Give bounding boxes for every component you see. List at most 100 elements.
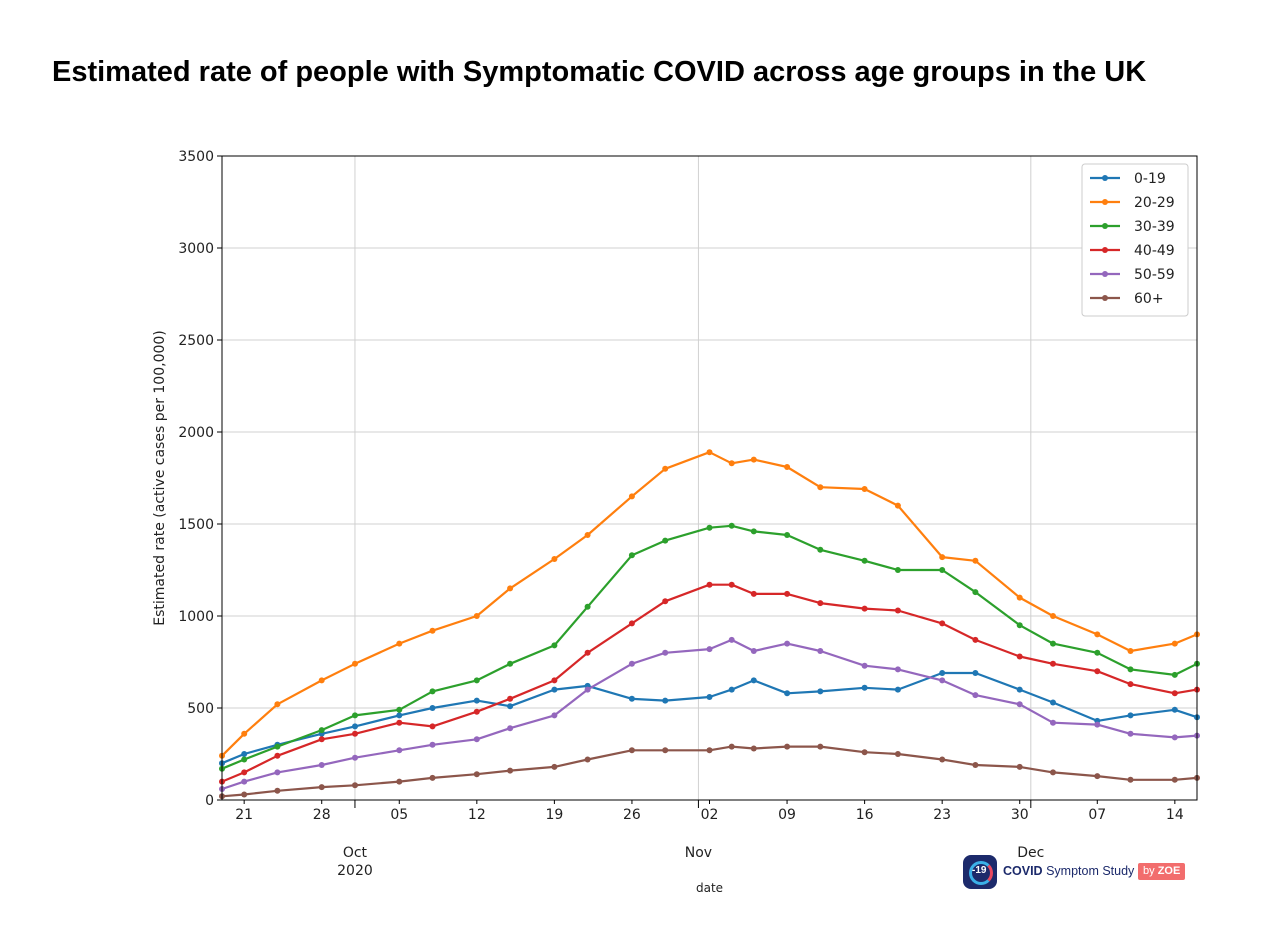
legend-entry: 50-59 xyxy=(1090,267,1175,283)
legend-label: 40-49 xyxy=(1134,243,1175,259)
data-point xyxy=(662,697,669,704)
data-point xyxy=(318,727,325,734)
y-tick-label: 2500 xyxy=(178,333,214,349)
data-point xyxy=(1016,701,1023,708)
data-point xyxy=(1171,734,1178,741)
series-60+ xyxy=(219,743,1200,800)
data-point xyxy=(473,708,480,715)
data-point xyxy=(274,752,281,759)
data-point xyxy=(784,590,791,597)
data-point xyxy=(507,660,514,667)
data-point xyxy=(584,532,591,538)
data-point xyxy=(241,751,248,757)
data-point xyxy=(706,747,713,754)
data-point xyxy=(1050,769,1056,776)
x-axis-label: date xyxy=(696,881,723,895)
data-point xyxy=(274,769,281,776)
data-point xyxy=(750,528,757,535)
data-point xyxy=(728,522,735,529)
data-point xyxy=(817,484,824,491)
legend-entry: 40-49 xyxy=(1090,243,1175,259)
zoe-badge: by ZOE xyxy=(1138,863,1186,880)
data-point xyxy=(1094,649,1101,656)
data-point xyxy=(728,686,735,693)
data-point xyxy=(352,730,358,737)
data-point xyxy=(396,712,403,719)
data-point xyxy=(662,649,669,656)
data-point xyxy=(1016,653,1023,660)
data-point xyxy=(628,620,635,627)
data-point xyxy=(396,747,403,754)
y-tick-label: 0 xyxy=(205,793,214,809)
legend-entry: 20-29 xyxy=(1090,195,1175,211)
x-month-label: Oct xyxy=(343,845,368,861)
x-month-label: Nov xyxy=(685,845,712,861)
data-point xyxy=(728,581,735,588)
data-point xyxy=(584,686,591,693)
data-point xyxy=(728,460,735,467)
data-point xyxy=(396,778,403,785)
legend-entry: 0-19 xyxy=(1090,171,1166,187)
data-point xyxy=(1050,699,1056,706)
data-point xyxy=(972,636,979,643)
data-point xyxy=(318,784,325,791)
data-point xyxy=(507,725,514,732)
data-point xyxy=(551,642,558,649)
data-point xyxy=(939,620,946,627)
data-point xyxy=(894,607,901,614)
data-point xyxy=(1127,776,1134,783)
logo-brand: COVID Symptom Study xyxy=(1003,864,1134,878)
data-point xyxy=(750,648,757,654)
data-point xyxy=(507,585,514,592)
data-point xyxy=(396,640,403,647)
data-point xyxy=(706,524,713,531)
data-point xyxy=(241,778,248,785)
logo-brand-rest: Symptom Study xyxy=(1042,864,1135,878)
data-point xyxy=(750,590,757,597)
data-point xyxy=(507,703,514,710)
x-tick-label: 23 xyxy=(933,807,951,823)
data-point xyxy=(750,745,757,752)
page-title: Estimated rate of people with Symptomati… xyxy=(52,56,1147,88)
data-point xyxy=(784,464,791,470)
data-point xyxy=(1050,640,1056,647)
data-point xyxy=(784,743,791,750)
data-point xyxy=(241,769,248,776)
data-point xyxy=(939,756,946,763)
legend-entry: 30-39 xyxy=(1090,219,1175,235)
data-point xyxy=(1171,640,1178,647)
x-month-label: Dec xyxy=(1017,845,1044,861)
data-point xyxy=(939,670,946,676)
data-point xyxy=(429,705,436,711)
data-point xyxy=(939,554,946,561)
y-tick-label: 3500 xyxy=(178,149,214,165)
data-point xyxy=(274,701,281,708)
series-40-49 xyxy=(219,581,1200,785)
data-point xyxy=(584,603,591,610)
data-point xyxy=(628,695,635,702)
legend-marker xyxy=(1102,199,1108,205)
data-point xyxy=(1171,706,1178,713)
data-point xyxy=(352,723,358,730)
series-lines xyxy=(219,449,1200,800)
legend-entry: 60+ xyxy=(1090,291,1164,307)
data-point xyxy=(972,670,979,676)
data-point xyxy=(1171,690,1178,697)
axes: 0 500 1000 1500 2000 2500 3000 3500 Oct 2020 Nov De… xyxy=(178,149,1183,879)
x-tick-label: 07 xyxy=(1088,807,1106,823)
legend-label: 20-29 xyxy=(1134,195,1175,211)
data-point xyxy=(429,688,436,695)
data-point xyxy=(1127,648,1134,654)
data-point xyxy=(584,756,591,763)
data-point xyxy=(352,754,358,761)
data-point xyxy=(750,677,757,684)
x-tick-label: 30 xyxy=(1011,807,1029,823)
legend-label: 50-59 xyxy=(1134,267,1175,283)
zoe-prefix: by xyxy=(1143,865,1158,877)
x-tick-label: 28 xyxy=(313,807,331,823)
data-point xyxy=(662,537,669,544)
data-point xyxy=(817,688,824,695)
data-point xyxy=(429,723,436,730)
data-point xyxy=(396,719,403,726)
